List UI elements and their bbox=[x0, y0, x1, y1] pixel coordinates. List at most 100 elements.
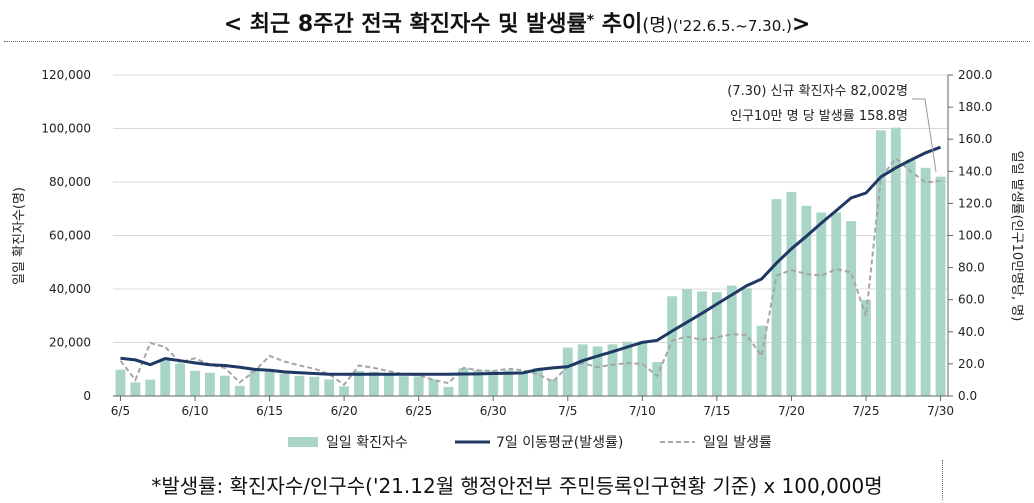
bar bbox=[875, 130, 886, 396]
bar bbox=[309, 376, 320, 396]
bar bbox=[920, 167, 931, 396]
bar bbox=[846, 221, 857, 396]
x-tick-label: 6/15 bbox=[256, 404, 283, 418]
bar bbox=[592, 346, 603, 396]
bar bbox=[190, 370, 200, 396]
title-unit: (명) bbox=[642, 15, 673, 36]
y-tick-label-left: 20,000 bbox=[49, 336, 91, 350]
y-axis-title-left: 일일 확진자수(명) bbox=[12, 187, 27, 285]
y-tick-label-right: 200.0 bbox=[958, 68, 992, 82]
series-lines bbox=[119, 145, 942, 387]
y-tick-label-left: 40,000 bbox=[49, 282, 91, 296]
x-tick-label: 6/25 bbox=[405, 404, 432, 418]
y-tick-label-right: 80.0 bbox=[958, 261, 985, 275]
x-tick-label: 6/5 bbox=[111, 404, 130, 418]
y-tick-label-left: 60,000 bbox=[49, 229, 91, 243]
bar bbox=[711, 292, 722, 396]
bar bbox=[741, 288, 752, 396]
bar bbox=[443, 386, 454, 396]
y-tick-label-right: 0.0 bbox=[958, 389, 977, 403]
legend-swatch-bar bbox=[288, 437, 318, 447]
bar bbox=[249, 369, 260, 396]
y-tick-label-left: 0 bbox=[83, 389, 91, 403]
bar bbox=[339, 386, 350, 396]
y-tick-label-left: 100,000 bbox=[41, 122, 91, 136]
legend: 일일 확진자수 7일 이동평균(발생률) 일일 발생률 bbox=[288, 435, 772, 451]
bar bbox=[130, 382, 141, 396]
bar bbox=[294, 375, 305, 396]
bar bbox=[533, 368, 543, 396]
bar bbox=[816, 212, 827, 396]
bar bbox=[577, 344, 588, 396]
y-tick-label-right: 180.0 bbox=[958, 100, 992, 114]
bar bbox=[682, 289, 692, 396]
y-axis-title-right: 일일 발생률(인구10만명당, 명) bbox=[1009, 151, 1024, 322]
bar bbox=[905, 159, 916, 396]
bar bbox=[562, 347, 573, 396]
x-tick-label: 6/30 bbox=[480, 404, 507, 418]
legend-label-avg: 7일 이동평균(발생률) bbox=[496, 435, 623, 451]
bars-daily-cases bbox=[115, 127, 946, 396]
x-tick-label: 6/20 bbox=[331, 404, 358, 418]
bar bbox=[726, 285, 737, 396]
x-tick-label: 7/25 bbox=[853, 404, 880, 418]
bar bbox=[204, 372, 215, 396]
title-close: > bbox=[791, 12, 811, 37]
bar bbox=[234, 385, 245, 396]
bar bbox=[428, 379, 439, 396]
bar bbox=[935, 176, 946, 396]
bar bbox=[264, 370, 275, 396]
line-7day-average bbox=[120, 145, 942, 376]
bar bbox=[398, 376, 409, 396]
x-tick-label: 7/30 bbox=[927, 404, 954, 418]
title-asterisk: * bbox=[586, 12, 595, 29]
bar bbox=[473, 370, 484, 396]
bar bbox=[324, 379, 335, 396]
bar bbox=[160, 360, 171, 396]
y-tick-label-right: 40.0 bbox=[958, 325, 985, 339]
bar bbox=[786, 191, 797, 396]
bar bbox=[667, 296, 678, 396]
y-tick-label-right: 120.0 bbox=[958, 196, 992, 210]
y-tick-label-left: 80,000 bbox=[49, 175, 91, 189]
footnote: *발생률: 확진자수/인구수('21.12월 행정안전부 주민등록인구현황 기준… bbox=[151, 474, 883, 498]
y-tick-label-right: 140.0 bbox=[958, 164, 992, 178]
bar bbox=[354, 371, 364, 396]
bar bbox=[175, 363, 186, 396]
x-tick-label: 7/10 bbox=[629, 404, 656, 418]
title-divider bbox=[4, 41, 1030, 42]
bar bbox=[801, 205, 812, 396]
bar bbox=[219, 375, 230, 396]
footnote-divider bbox=[942, 460, 943, 500]
bar bbox=[503, 370, 514, 396]
bar bbox=[861, 299, 871, 396]
title-main-2: 추이 bbox=[594, 12, 643, 37]
x-tick-label: 6/10 bbox=[182, 404, 209, 418]
legend-label-bar: 일일 확진자수 bbox=[326, 435, 408, 451]
bar bbox=[518, 372, 528, 396]
annotation-line-2: 인구10만 명 당 발생률 158.8명 bbox=[730, 109, 908, 124]
bar bbox=[771, 199, 782, 396]
bar bbox=[115, 369, 126, 396]
bar bbox=[607, 344, 618, 396]
x-tick-label: 7/15 bbox=[703, 404, 730, 418]
y-tick-label-right: 20.0 bbox=[958, 357, 985, 371]
title-dates: ('22.6.5.~7.30.) bbox=[672, 17, 792, 35]
bar bbox=[890, 127, 901, 396]
y-tick-label-right: 60.0 bbox=[958, 293, 985, 307]
bar bbox=[458, 368, 469, 396]
annotation-leader-line bbox=[912, 98, 937, 173]
y-tick-label-left: 120,000 bbox=[41, 68, 91, 82]
bar bbox=[697, 291, 707, 396]
bar bbox=[547, 379, 558, 396]
axes: 0 20,000 40,000 60,000 80,000 100,000 120,000 0… bbox=[41, 68, 992, 418]
bar bbox=[279, 373, 290, 396]
bar bbox=[831, 212, 842, 396]
y-tick-label-right: 160.0 bbox=[958, 132, 992, 146]
bar bbox=[383, 374, 394, 396]
bar bbox=[413, 376, 424, 396]
legend-label-rate: 일일 발생률 bbox=[703, 435, 772, 451]
bar bbox=[637, 341, 648, 396]
bar bbox=[756, 325, 767, 396]
annotation-line-1: (7.30) 신규 확진자수 82,002명 bbox=[727, 84, 908, 99]
